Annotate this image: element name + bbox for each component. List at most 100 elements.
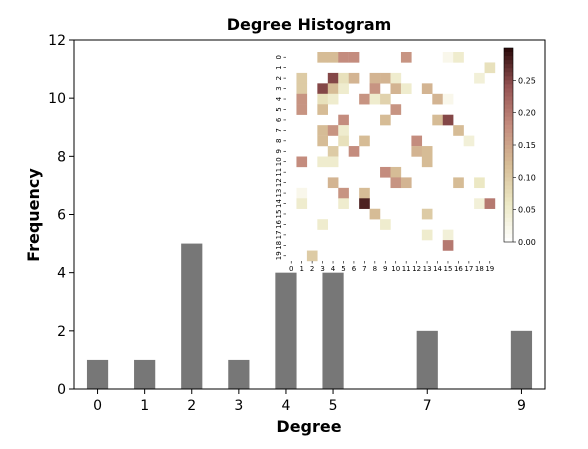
heatmap-cell [327, 156, 339, 168]
bar-0 [86, 359, 109, 389]
heatmap-cell [317, 93, 328, 105]
bar-7 [416, 330, 438, 389]
heatmap-cell [400, 52, 412, 63]
heatmap-cell [484, 198, 496, 209]
heatmap-cell [380, 72, 391, 84]
heatmap-cell [380, 93, 391, 105]
heatmap-cell [338, 114, 349, 126]
colorbar-segment [504, 68, 513, 73]
heatmap-y-tick-label: 13 [275, 189, 283, 198]
heatmap-cell [369, 83, 381, 94]
heatmap-cell [432, 114, 443, 126]
heatmap-y-tick-label: 0 [275, 55, 283, 59]
bar-2 [181, 243, 203, 389]
bar-5 [322, 272, 344, 389]
heatmap-cell [327, 83, 339, 94]
heatmap-cell [484, 62, 496, 74]
colorbar-segment [504, 80, 513, 85]
heatmap-y-tick-label: 4 [275, 96, 283, 101]
heatmap-cell [338, 83, 349, 94]
heatmap-cell [453, 52, 464, 63]
colorbar-tick-label: 0.10 [518, 173, 536, 182]
heatmap-x-tick-label: 17 [464, 265, 473, 273]
heatmap-x-tick-label: 3 [320, 265, 324, 273]
heatmap-cell [390, 177, 402, 189]
heatmap-cell [348, 72, 360, 84]
heatmap-cell [338, 198, 349, 209]
heatmap-cell [348, 146, 360, 157]
y-axis-label: Frequency [24, 168, 43, 262]
y-tick-label: 6 [57, 208, 66, 224]
heatmap-y-tick-label: 19 [275, 251, 283, 260]
x-tick-label: 7 [423, 398, 432, 414]
colorbar-segment [504, 165, 513, 170]
x-tick-label: 3 [234, 398, 243, 414]
colorbar-segment [504, 157, 513, 162]
heatmap-cell [296, 72, 308, 84]
heatmap-x-tick-label: 10 [391, 265, 400, 273]
x-axis-label: Degree [276, 417, 341, 436]
colorbar-segment [504, 145, 513, 150]
heatmap-cell [296, 83, 308, 94]
colorbar-segment [504, 201, 513, 207]
heatmap-cell [348, 52, 360, 63]
bar-1 [134, 359, 156, 389]
heatmap-x-tick-label: 4 [331, 265, 336, 273]
colorbar-segment [504, 116, 513, 122]
heatmap-cell [400, 177, 412, 189]
heatmap-cell [327, 146, 339, 157]
heatmap-cell [359, 198, 370, 209]
colorbar-segment [504, 209, 513, 215]
histogram-bars [86, 243, 533, 389]
heatmap-y-tick-label: 2 [275, 76, 283, 80]
heatmap-cell [453, 177, 464, 189]
colorbar-segment [504, 237, 513, 243]
colorbar-segment [504, 96, 513, 101]
bar-9 [510, 330, 533, 389]
heatmap-cell [421, 208, 433, 220]
colorbar-segment [504, 64, 513, 69]
x-tick-label: 2 [187, 398, 196, 414]
heatmap-x-tick-label: 5 [341, 265, 345, 273]
heatmap-cell [317, 125, 328, 136]
colorbar-segment [504, 161, 513, 166]
y-tick-label: 4 [57, 266, 66, 282]
heatmap-cell [390, 166, 402, 178]
heatmap-y-tick-label: 3 [275, 86, 283, 90]
colorbar-segment [504, 213, 513, 219]
colorbar-segment [504, 132, 513, 138]
heatmap-cell [463, 135, 475, 147]
heatmap-x-tick-label: 12 [412, 265, 421, 273]
heatmap-cell [296, 93, 308, 105]
colorbar-tick-label: 0.00 [518, 238, 536, 247]
colorbar-segment [504, 185, 513, 190]
heatmap-y-tick-label: 10 [275, 157, 283, 166]
colorbar-segment [504, 221, 513, 227]
y-tick-label: 0 [57, 382, 66, 398]
heatmap-x-tick-label: 6 [352, 265, 357, 273]
colorbar-segment [504, 84, 513, 89]
heatmap-y-tick-label: 15 [275, 210, 283, 219]
heatmap-cell [421, 229, 433, 241]
heatmap-x-tick-label: 13 [423, 265, 432, 273]
colorbar-segment [504, 124, 513, 130]
colorbar-segment [504, 48, 513, 53]
heatmap-cell [317, 83, 328, 94]
heatmap-cell [327, 52, 339, 63]
heatmap-cell [338, 135, 349, 147]
heatmap-x-tick-label: 19 [485, 265, 494, 273]
heatmap-cell [369, 208, 381, 220]
colorbar-segment [504, 149, 513, 154]
heatmap-cell [442, 240, 454, 251]
heatmap-y-tick-label: 12 [275, 178, 283, 187]
heatmap-cell [306, 250, 318, 262]
heatmap-cell [296, 104, 308, 115]
heatmap-cell [442, 229, 454, 241]
heatmap-cell [380, 166, 391, 178]
heatmap-cell [369, 93, 381, 105]
heatmap-cell [380, 219, 391, 230]
heatmap-cell [442, 114, 454, 126]
heatmap-y-tick-label: 9 [275, 149, 283, 153]
heatmap-cell [317, 52, 328, 63]
